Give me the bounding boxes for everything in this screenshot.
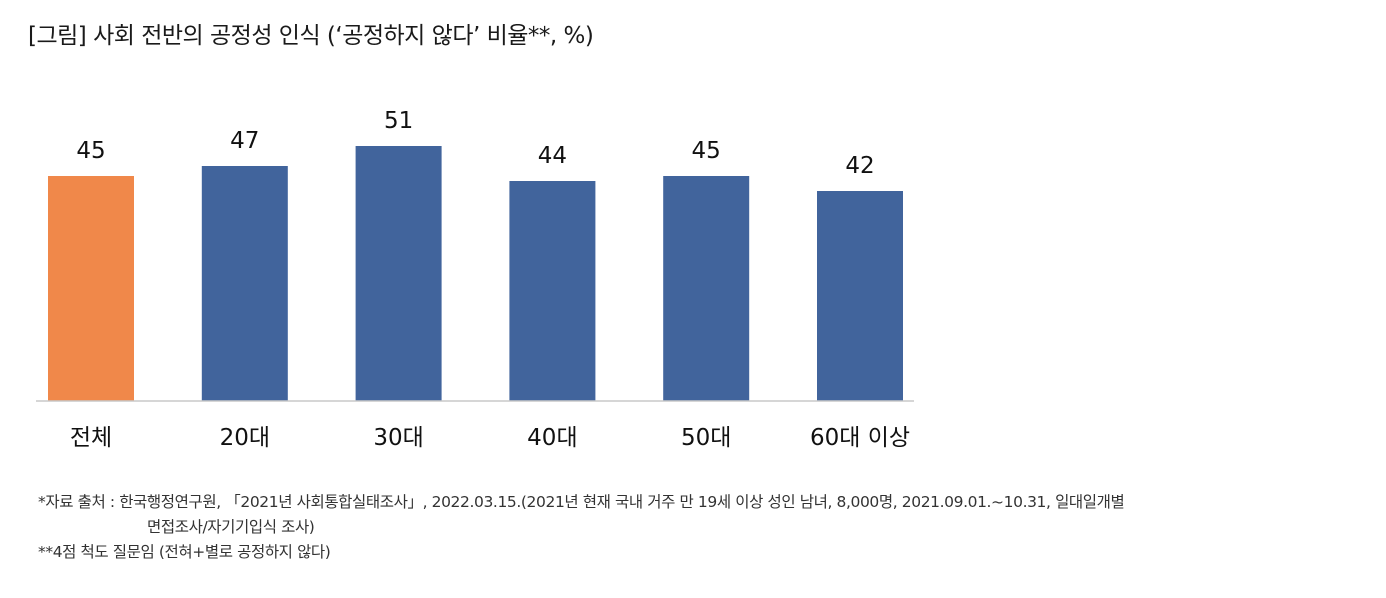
bar-20대 — [201, 166, 288, 401]
category-label-60대 이상: 60대 이상 — [810, 425, 910, 451]
category-label-20대: 20대 — [220, 425, 270, 451]
data-label-전체: 45 — [76, 138, 105, 164]
data-label-50대: 45 — [692, 138, 721, 164]
data-label-40대: 44 — [538, 143, 567, 169]
bar-전체 — [48, 176, 134, 401]
data-label-60대 이상: 42 — [845, 153, 874, 179]
category-label-50대: 50대 — [681, 425, 731, 451]
category-label-30대: 30대 — [373, 425, 423, 451]
source-note: *자료 출처 : 한국행정연구원, 「2021년 사회통합실태조사」, 2022… — [38, 493, 1125, 511]
bar-40대 — [509, 181, 596, 401]
chart-title: [그림] 사회 전반의 공정성 인식 (‘공정하지 않다’ 비율**, %) — [28, 23, 594, 49]
scale-footnote: **4점 척도 질문임 (전혀+별로 공정하지 않다) — [38, 543, 331, 561]
bar-30대 — [355, 146, 442, 401]
bar-chart: 45 전체 47 20대 51 30대 44 40대 45 50대 42 60대 이상 — [36, 108, 914, 451]
category-label-전체: 전체 — [70, 425, 112, 451]
bar-60대 이상 — [817, 191, 903, 401]
category-label-40대: 40대 — [527, 425, 577, 451]
source-note-continued: 면접조사/자기기입식 조사) — [147, 518, 315, 536]
bars-group — [48, 146, 903, 401]
bar-50대 — [663, 176, 750, 401]
labels-group: 45 전체 47 20대 51 30대 44 40대 45 50대 42 60대 이상 — [70, 108, 910, 451]
data-label-30대: 51 — [384, 108, 413, 134]
notes: *자료 출처 : 한국행정연구원, 「2021년 사회통합실태조사」, 2022… — [38, 490, 1125, 565]
data-label-20대: 47 — [230, 128, 259, 154]
